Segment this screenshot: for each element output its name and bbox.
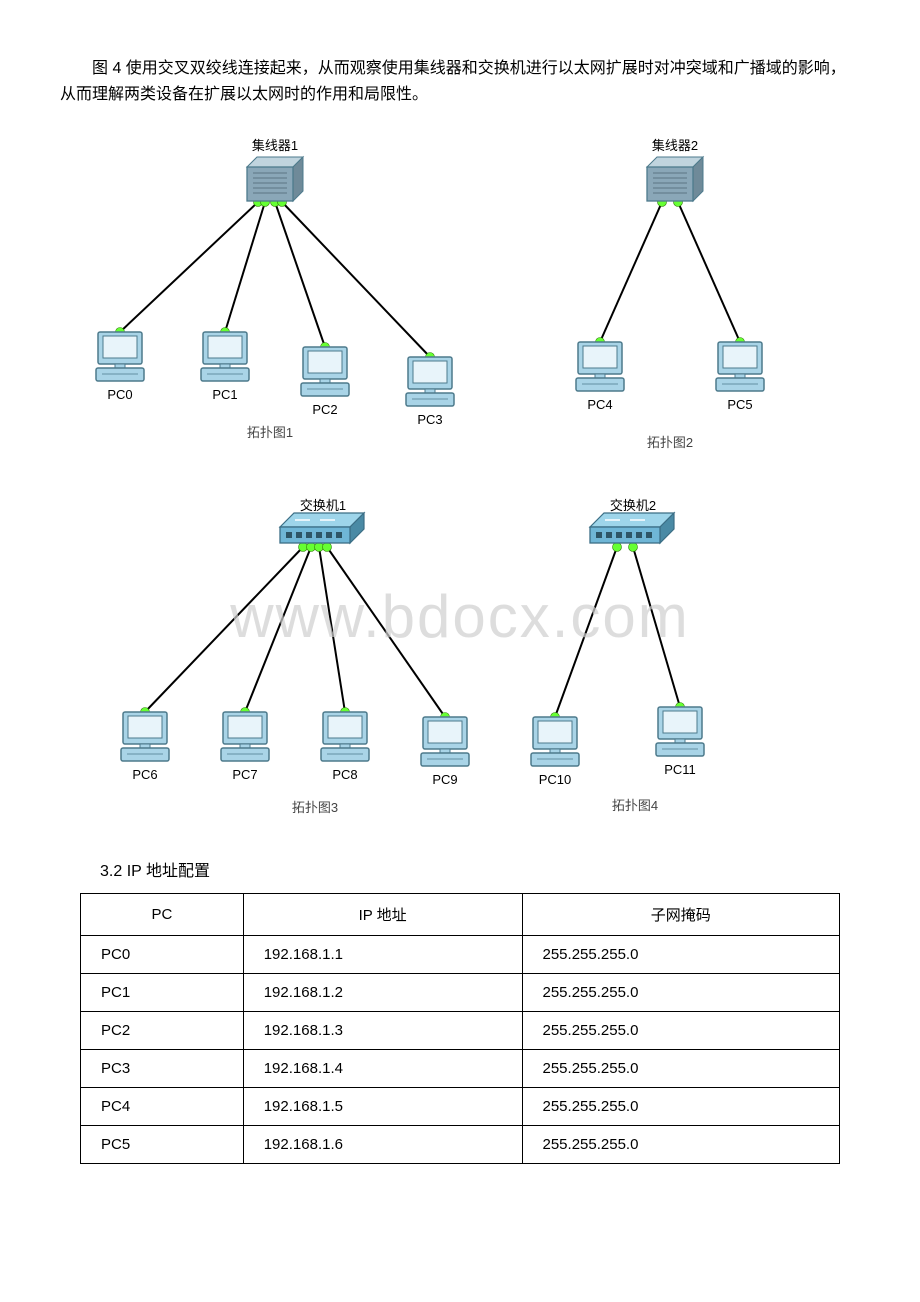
table-cell-mask: 255.255.255.0 [522, 1126, 840, 1164]
pc-label: PC10 [539, 772, 572, 787]
pc-label: PC6 [132, 767, 157, 782]
switch-label: 交换机2 [610, 495, 656, 514]
table-header-pc: PC [81, 894, 244, 936]
table-row: PC4192.168.1.5255.255.255.0 [81, 1088, 840, 1126]
table-cell-mask: 255.255.255.0 [522, 1088, 840, 1126]
section-heading: 3.2 IP 地址配置 [100, 857, 860, 881]
pc-label: PC1 [212, 387, 237, 402]
table-row: PC0192.168.1.1255.255.255.0 [81, 936, 840, 974]
hub-label: 集线器2 [652, 135, 698, 154]
table-cell-mask: 255.255.255.0 [522, 1050, 840, 1088]
table-row: PC3192.168.1.4255.255.255.0 [81, 1050, 840, 1088]
switch-label: 交换机1 [300, 495, 346, 514]
table-cell-ip: 192.168.1.2 [243, 974, 522, 1012]
table-header-mask: 子网掩码 [522, 894, 840, 936]
topology-label: 拓扑图1 [247, 422, 293, 441]
table-row: PC1192.168.1.2255.255.255.0 [81, 974, 840, 1012]
topology-label: 拓扑图3 [292, 797, 338, 816]
pc-label: PC5 [727, 397, 752, 412]
pc-label: PC3 [417, 412, 442, 427]
table-cell-mask: 255.255.255.0 [522, 974, 840, 1012]
table-cell-ip: 192.168.1.1 [243, 936, 522, 974]
topology-label: 拓扑图4 [612, 795, 658, 814]
table-cell-mask: 255.255.255.0 [522, 936, 840, 974]
table-cell-pc: PC5 [81, 1126, 244, 1164]
pc-label: PC2 [312, 402, 337, 417]
pc-label: PC0 [107, 387, 132, 402]
table-row: PC5192.168.1.6255.255.255.0 [81, 1126, 840, 1164]
table-cell-pc: PC1 [81, 974, 244, 1012]
table-header-ip: IP 地址 [243, 894, 522, 936]
table-cell-pc: PC0 [81, 936, 244, 974]
pc-label: PC11 [664, 762, 696, 777]
table-cell-ip: 192.168.1.5 [243, 1088, 522, 1126]
table-cell-ip: 192.168.1.6 [243, 1126, 522, 1164]
table-cell-ip: 192.168.1.4 [243, 1050, 522, 1088]
table-cell-mask: 255.255.255.0 [522, 1012, 840, 1050]
pc-label: PC7 [232, 767, 257, 782]
pc-label: PC9 [432, 772, 457, 787]
pc-label: PC8 [332, 767, 357, 782]
hub-label: 集线器1 [252, 135, 298, 154]
table-cell-pc: PC3 [81, 1050, 244, 1088]
table-cell-ip: 192.168.1.3 [243, 1012, 522, 1050]
table-cell-pc: PC4 [81, 1088, 244, 1126]
topology-label: 拓扑图2 [647, 432, 693, 451]
pc-label: PC4 [587, 397, 612, 412]
table-row: PC2192.168.1.3255.255.255.0 [81, 1012, 840, 1050]
network-diagram: 集线器1 集线器2 交换机1 交换机2 PC0 PC1 PC2 PC3 PC4 PC5 PC6 PC7… [60, 127, 860, 847]
intro-paragraph: 图 4 使用交叉双绞线连接起来，从而观察使用集线器和交换机进行以太网扩展时对冲突… [60, 56, 860, 107]
table-cell-pc: PC2 [81, 1012, 244, 1050]
ip-config-table: PC IP 地址 子网掩码 PC0192.168.1.1255.255.255.… [80, 893, 840, 1164]
